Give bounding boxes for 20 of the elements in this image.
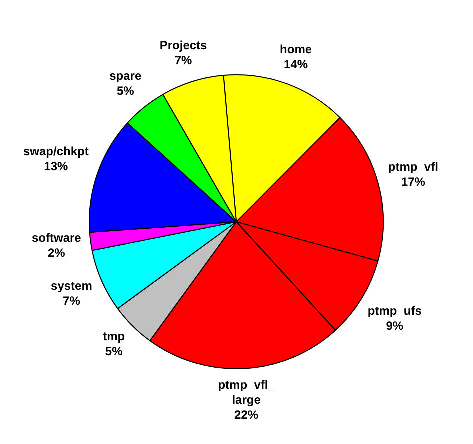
slice-label: system — [51, 279, 92, 294]
data-label: 5% — [105, 344, 124, 359]
data-label: 7% — [63, 294, 81, 308]
slice-label: swap/chkpt — [23, 144, 89, 159]
slice-label: ptmp_vfl — [388, 160, 438, 174]
data-label: 5% — [116, 84, 135, 98]
data-label: 13% — [44, 160, 69, 174]
slice-label: Projects — [160, 38, 208, 53]
data-label: 7% — [174, 54, 193, 68]
slice-label: home — [280, 42, 312, 57]
slice-label: tmp — [103, 330, 126, 344]
slice-label: spare — [110, 69, 142, 84]
data-label: 2% — [48, 246, 66, 260]
slice-label: ptmp_vfl_large — [218, 378, 276, 408]
slice-label: ptmp_ufs — [368, 304, 422, 318]
data-label: 14% — [284, 58, 308, 72]
data-label: 9% — [386, 319, 404, 334]
data-label: 17% — [401, 175, 426, 190]
slice-label: software — [32, 231, 82, 246]
data-label: 22% — [234, 408, 259, 422]
